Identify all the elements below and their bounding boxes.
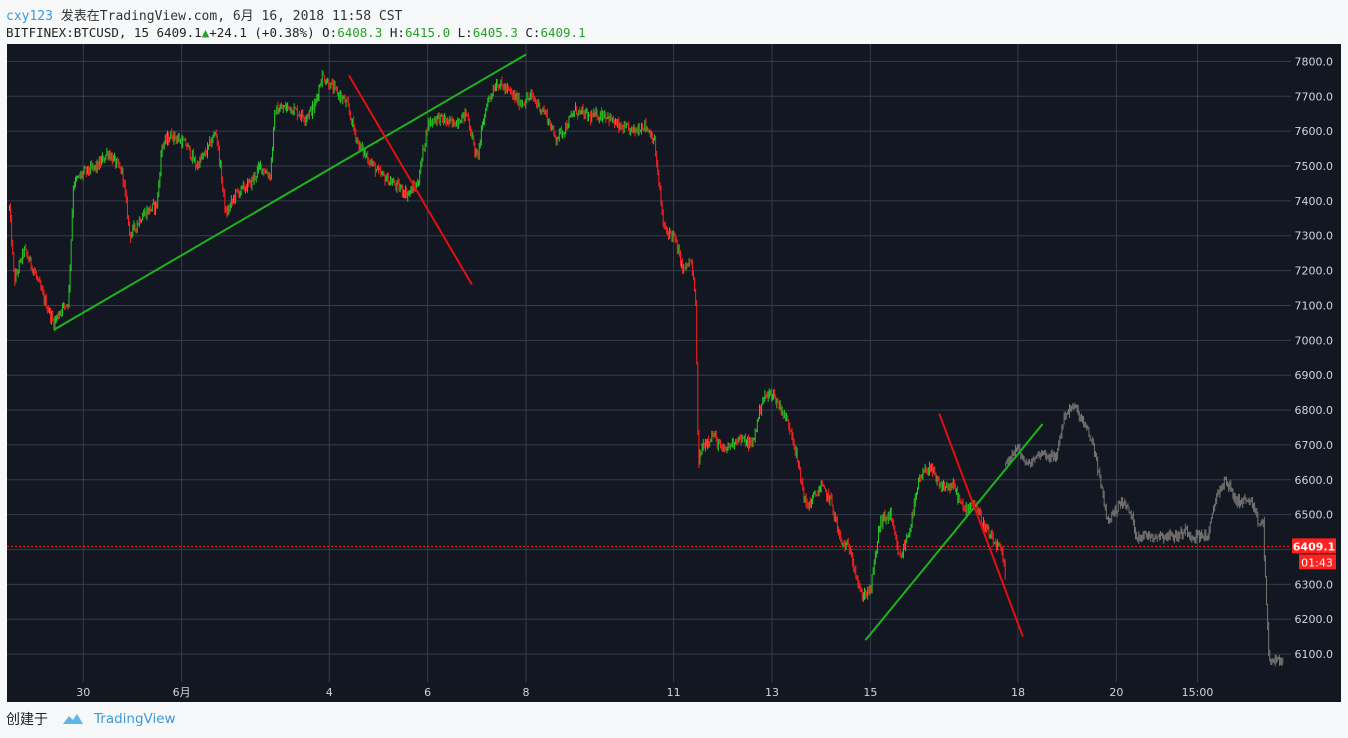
y-tick-label: 6300.0	[1295, 578, 1334, 591]
up-arrow-icon: ▲	[201, 25, 210, 40]
x-tick-label: 6	[424, 686, 431, 699]
y-tick-label: 7200.0	[1295, 265, 1334, 278]
countdown-bg	[1299, 554, 1336, 570]
time-axis-labels: 30 6月 4 6 8 11 13 15 18 20 15:00	[76, 686, 1213, 699]
change-percent: (+0.38%)	[254, 25, 315, 40]
author-link[interactable]: cxy123	[6, 9, 53, 24]
x-tick-label: 6月	[173, 686, 191, 699]
x-tick-label: 30	[76, 686, 90, 699]
x-tick-label: 20	[1109, 686, 1123, 699]
trend-line-green	[53, 53, 527, 331]
chart-header-ohlc: BITFINEX:BTCUSD, 15 6409.1▲+24.1 (+0.38%…	[6, 25, 586, 40]
y-tick-label: 7400.0	[1295, 195, 1334, 208]
x-tick-label: 11	[667, 686, 681, 699]
open-label: O:	[322, 25, 338, 40]
y-tick-label: 6800.0	[1295, 404, 1334, 417]
y-tick-label: 7600.0	[1295, 125, 1334, 138]
x-tick-label: 15	[863, 686, 877, 699]
trend-line-green	[864, 423, 1044, 641]
y-tick-label: 7000.0	[1295, 334, 1334, 347]
symbol-label: BITFINEX:BTCUSD, 15	[6, 25, 149, 40]
candles	[8, 70, 1284, 667]
trend-line-red	[348, 74, 473, 286]
grid-lines	[7, 44, 1291, 682]
x-tick-label: 15:00	[1182, 686, 1214, 699]
footer: 创建于 TradingView	[6, 709, 176, 729]
countdown-text: 01:43	[1301, 556, 1333, 569]
y-tick-label: 6900.0	[1295, 369, 1334, 382]
trend-line-red	[938, 413, 1024, 638]
open-value: 6408.3	[337, 25, 383, 40]
y-tick-label: 6500.0	[1295, 509, 1334, 522]
low-value: 6405.3	[472, 25, 518, 40]
price-tag-bg	[1292, 538, 1336, 554]
high-value: 6415.0	[404, 25, 451, 40]
current-price-tag: 6409.1 01:43	[1292, 538, 1336, 570]
tradingview-brand[interactable]: TradingView	[94, 711, 176, 727]
y-tick-label: 7100.0	[1295, 299, 1334, 312]
tradingview-logo-icon	[63, 714, 83, 724]
trend-lines[interactable]	[53, 53, 1044, 641]
chart-header-published: cxy123 发表在TradingView.com, 6月 16, 2018 1…	[6, 5, 402, 24]
last-price: 6409.1	[156, 25, 202, 40]
y-tick-label: 6700.0	[1295, 439, 1334, 452]
y-tick-label: 7800.0	[1295, 55, 1334, 68]
change-value: +24.1	[209, 25, 247, 40]
price-axis[interactable]	[1291, 44, 1341, 682]
y-tick-label: 6200.0	[1295, 613, 1334, 626]
y-tick-label: 6100.0	[1295, 648, 1334, 661]
created-with-label: 创建于	[6, 712, 48, 728]
plot-area[interactable]	[7, 44, 1291, 682]
x-tick-label: 13	[765, 686, 779, 699]
close-value: 6409.1	[540, 25, 586, 40]
published-text: 发表在TradingView.com, 6月 16, 2018 11:58 CS…	[60, 9, 403, 24]
high-label: H:	[389, 25, 405, 40]
close-label: C:	[525, 25, 541, 40]
time-axis[interactable]	[7, 682, 1341, 702]
y-tick-label: 7500.0	[1295, 160, 1334, 173]
low-label: L:	[457, 25, 473, 40]
y-tick-label: 6600.0	[1295, 474, 1334, 487]
y-tick-label: 7300.0	[1295, 230, 1334, 243]
price-tag-text: 6409.1	[1293, 540, 1335, 553]
y-tick-label: 7700.0	[1295, 90, 1334, 103]
x-tick-label: 18	[1011, 686, 1025, 699]
x-tick-label: 8	[523, 686, 530, 699]
x-tick-label: 4	[326, 686, 333, 699]
